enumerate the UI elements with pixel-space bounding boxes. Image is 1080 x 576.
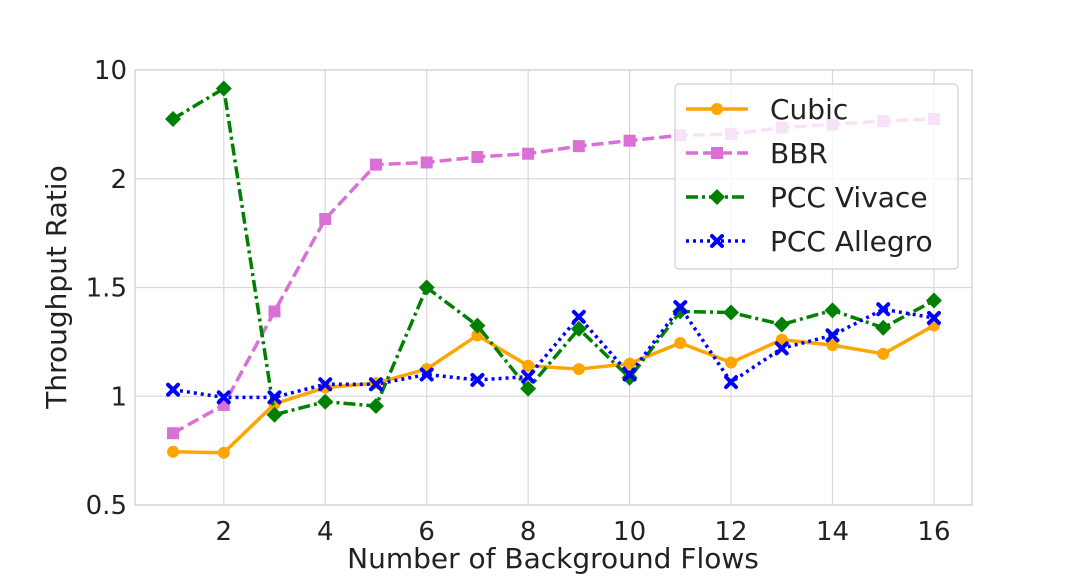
legend-box (674, 83, 959, 270)
data-point-pcc-vivace (418, 279, 435, 296)
legend-label-cubic: Cubic (770, 93, 848, 126)
x-tick-label: 2 (215, 517, 232, 547)
data-point-pcc-allegro (368, 377, 383, 392)
y-tick-label: 1 (110, 382, 127, 412)
x-tick-labels: 2 4 6 8 10 12 14 16 (215, 517, 950, 547)
legend-entry-bbr: BBR (686, 137, 828, 170)
x-tick-label: 14 (816, 517, 849, 547)
data-point-pcc-vivace (266, 406, 283, 423)
x-tick-label: 10 (613, 517, 646, 547)
x-tick-label: 12 (714, 517, 747, 547)
y-tick-label: 2 (110, 165, 127, 195)
legend-label-pcc-allegro: PCC Allegro (770, 225, 933, 258)
data-point-pcc-allegro (926, 310, 941, 325)
data-point-pcc-vivace (723, 304, 740, 321)
data-point-pcc-vivace (469, 317, 486, 334)
data-point-pcc-allegro (318, 377, 333, 392)
data-point-pcc-vivace (367, 398, 384, 415)
data-point-pcc-allegro (571, 309, 586, 324)
series-lines (165, 80, 942, 459)
data-point-pcc-vivace (317, 393, 334, 410)
data-point-pcc-vivace (570, 320, 587, 337)
data-point-bbr (623, 134, 636, 147)
data-point-cubic (623, 357, 636, 370)
data-point-bbr (420, 156, 433, 169)
series-pcc-allegro (166, 300, 941, 405)
data-point-pcc-allegro (470, 372, 485, 387)
series-pcc-vivace (165, 80, 942, 423)
legend-marker-bbr (711, 147, 723, 159)
legend-marker-pcc-vivace (709, 189, 725, 205)
legend-label-pcc-vivace: PCC Vivace (770, 181, 928, 214)
legend-entry-pcc-allegro: PCC Allegro (686, 225, 933, 258)
legend-marker-cubic (711, 103, 723, 115)
data-point-pcc-allegro (267, 390, 282, 405)
data-point-pcc-vivace (925, 292, 942, 309)
data-point-bbr (319, 212, 332, 225)
data-point-cubic (217, 446, 230, 459)
data-point-cubic (471, 329, 484, 342)
data-point-bbr (572, 140, 585, 153)
data-point-bbr (522, 147, 535, 160)
y-tick-labels: 0.5 1 1.5 2 10 (86, 56, 127, 521)
data-point-pcc-vivace (773, 316, 790, 333)
legend: Cubic BBR PCC Vivace PCC Allegro (674, 83, 959, 270)
plot-frame (134, 69, 973, 506)
data-point-pcc-vivace (165, 110, 182, 127)
legend-marker-pcc-allegro (710, 234, 724, 248)
x-tick-label: 16 (917, 517, 950, 547)
data-point-pcc-vivace (824, 302, 841, 319)
data-point-pcc-allegro (216, 390, 231, 405)
data-point-pcc-allegro (419, 367, 434, 382)
x-tick-label: 6 (418, 517, 435, 547)
data-point-pcc-allegro (673, 300, 688, 315)
data-point-cubic (572, 363, 585, 376)
legend-label-bbr: BBR (770, 137, 828, 170)
data-point-pcc-vivace (215, 80, 232, 97)
legend-entry-pcc-vivace: PCC Vivace (686, 181, 928, 214)
data-point-pcc-allegro (166, 382, 181, 397)
data-point-pcc-allegro (876, 302, 891, 317)
data-point-pcc-allegro (521, 369, 536, 384)
data-point-bbr (167, 427, 180, 440)
data-point-cubic (877, 347, 890, 360)
y-tick-label: 0.5 (86, 491, 127, 521)
series-line-pcc-allegro (172, 305, 935, 400)
data-point-cubic (826, 339, 839, 352)
data-point-bbr (369, 158, 382, 171)
data-point-cubic (725, 356, 738, 369)
data-point-pcc-vivace (875, 319, 892, 336)
x-tick-label: 8 (520, 517, 537, 547)
data-point-bbr (471, 151, 484, 163)
data-point-bbr (268, 305, 281, 318)
series-line-pcc-vivace (172, 86, 935, 417)
data-point-cubic (674, 336, 687, 349)
x-axis-label: Number of Background Flows (347, 542, 759, 575)
data-point-cubic (522, 359, 535, 372)
data-point-pcc-vivace (672, 303, 689, 320)
data-point-pcc-allegro (774, 341, 789, 356)
y-tick-label: 10 (94, 56, 127, 86)
y-axis-label: Throughput Ratio (40, 165, 73, 409)
series-line-cubic (173, 324, 935, 455)
data-point-pcc-allegro (724, 375, 739, 390)
data-point-pcc-allegro (622, 367, 637, 382)
data-point-pcc-vivace (520, 380, 537, 397)
series-cubic (167, 319, 940, 459)
legend-entry-cubic: Cubic (686, 93, 848, 126)
data-point-pcc-allegro (825, 328, 840, 343)
x-tick-label: 4 (317, 517, 334, 547)
legend-entries: Cubic BBR PCC Vivace PCC Allegro (686, 93, 933, 258)
data-point-pcc-vivace (621, 369, 638, 386)
data-point-cubic (167, 445, 180, 458)
y-tick-label: 1.5 (86, 274, 127, 304)
